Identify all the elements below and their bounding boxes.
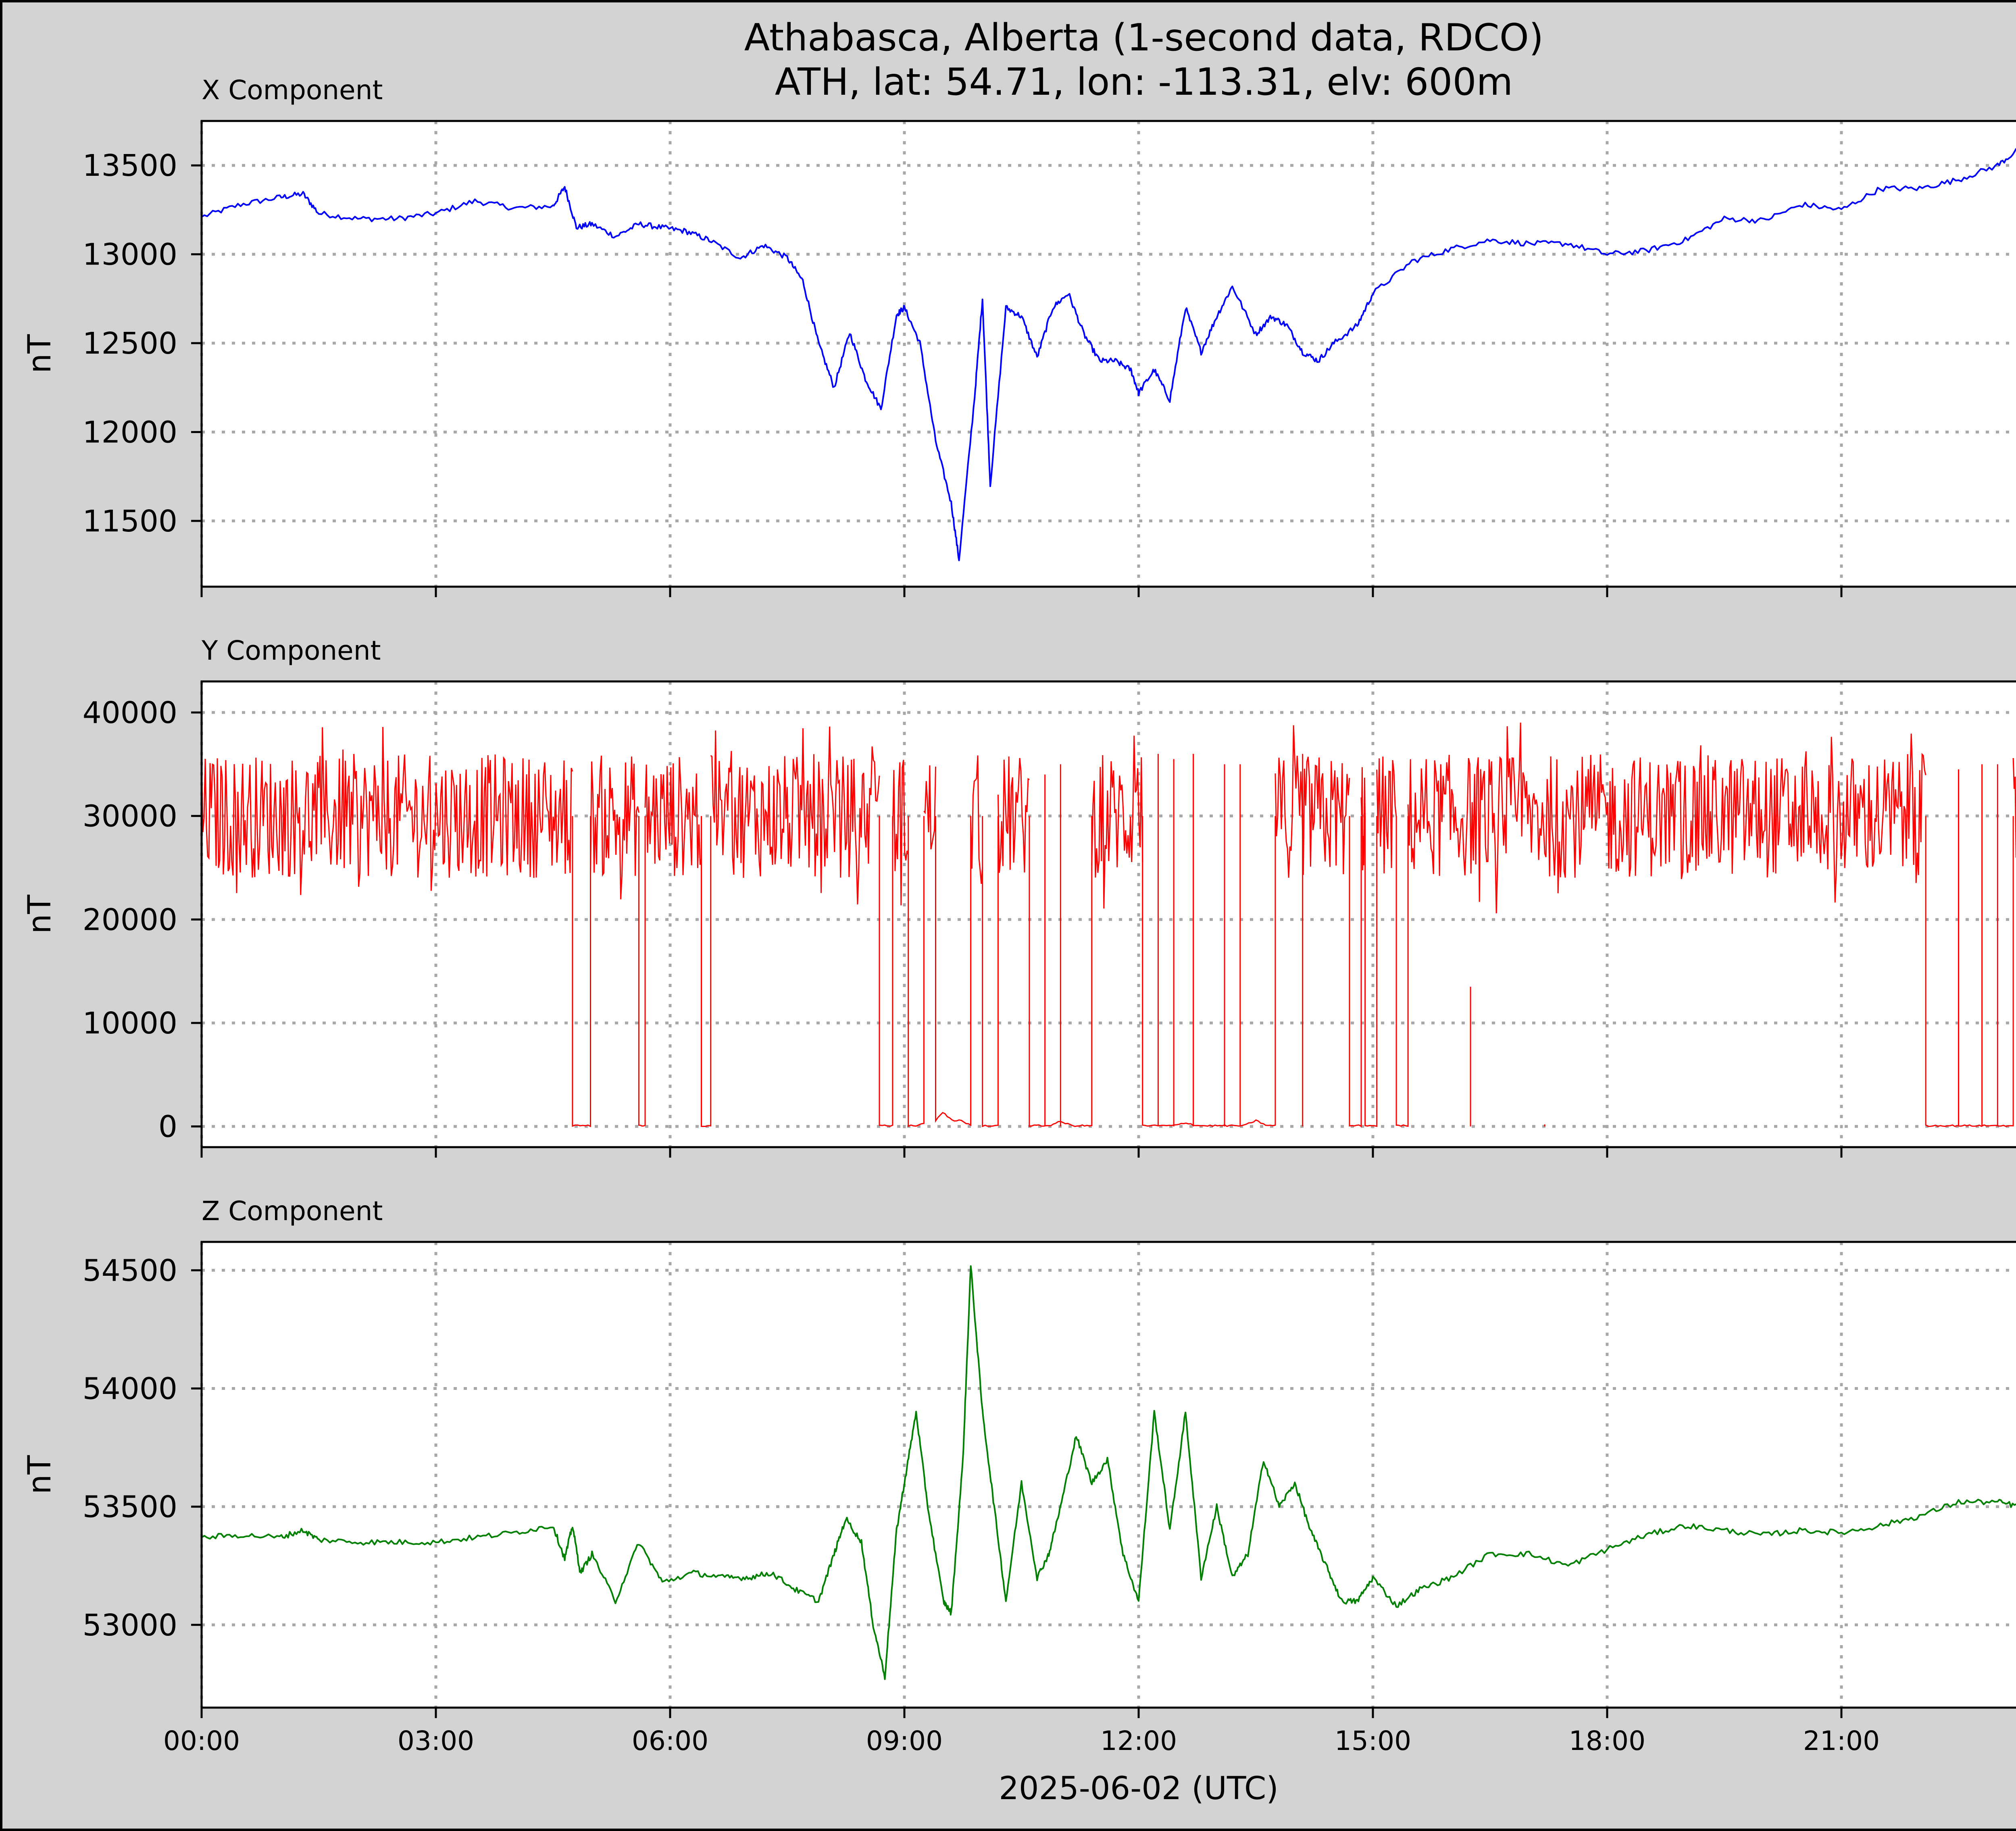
y-component-active-segment-5 — [923, 765, 936, 850]
y-component-active-segment-6 — [970, 755, 983, 884]
y-component-dropout-segment-8 — [1142, 816, 1276, 1127]
y-component-active-segment-9 — [1275, 725, 1350, 878]
y-component-active-segment-8 — [1091, 735, 1143, 909]
y-component-active-segment-12 — [1407, 723, 1926, 914]
y-component-dropout-segment-1 — [638, 816, 646, 1127]
y-component-active-segment-4 — [892, 760, 909, 906]
y-component-ytick-label-2: 20000 — [83, 902, 177, 937]
y-component-active-segment-10 — [1360, 767, 1366, 871]
x-component-ytick-label-2: 12500 — [83, 326, 177, 361]
z-component-xtick-label-6: 18:00 — [1569, 1725, 1645, 1756]
x-component-title: X Component — [202, 75, 383, 106]
x-component-ytick-label-1: 12000 — [83, 415, 177, 450]
x-axis-label: 2025-06-02 (UTC) — [999, 1771, 1279, 1807]
z-component-plot-area — [202, 1242, 2016, 1708]
y-component-active-segment-13 — [2012, 758, 2016, 858]
z-component-xtick-label-5: 15:00 — [1335, 1725, 1411, 1756]
y-component-active-segment-7 — [997, 756, 1030, 873]
y-component-ytick-label-1: 10000 — [83, 1006, 177, 1041]
y-component-dropout-segment-9 — [1349, 816, 1362, 1127]
z-component-xtick-label-4: 12:00 — [1100, 1725, 1177, 1756]
z-component-ytick-label-2: 54000 — [83, 1372, 177, 1406]
x-component-ytick-label-0: 11500 — [83, 504, 177, 539]
x-component-ytick-label-3: 13000 — [83, 237, 177, 272]
z-component-xtick-label-3: 09:00 — [866, 1725, 943, 1756]
y-component-ylabel: nT — [22, 895, 58, 934]
y-component-dropout-segment-10 — [1364, 816, 1378, 1127]
z-component-ytick-label-3: 54500 — [83, 1253, 177, 1288]
y-component-dropout-segment-4 — [908, 816, 925, 1127]
z-component-ylabel: nT — [22, 1455, 58, 1494]
x-component-ytick-label-4: 13500 — [83, 148, 177, 183]
x-component-plot-area — [202, 121, 2016, 587]
y-component-ytick-label-4: 40000 — [83, 696, 177, 730]
y-component-active-segment-1 — [590, 755, 639, 900]
y-component-dropout-segment-5 — [935, 816, 972, 1127]
y-component-dropout-segment-3 — [879, 816, 893, 1127]
z-component-xtick-label-2: 06:00 — [632, 1725, 708, 1756]
y-component-dropout-segment-2 — [701, 816, 712, 1127]
panel-x-component: 11500 12000 12500 13000 13500 X Component nT — [22, 75, 2016, 597]
z-component-xtick-label-1: 03:00 — [398, 1725, 474, 1756]
y-component-title: Y Component — [201, 635, 381, 666]
x-component-series-line — [201, 148, 2016, 561]
y-component-active-segment-0 — [201, 727, 573, 895]
figure-title-line2: ATH, lat: 54.71, lon: -113.31, elv: 600m — [775, 60, 1513, 104]
z-component-xtick-label-0: 00:00 — [163, 1725, 240, 1756]
z-component-ytick-label-0: 53000 — [83, 1608, 177, 1643]
y-component-dropout-segment-12 — [1925, 816, 2014, 1127]
z-component-xtick-label-7: 21:00 — [1803, 1725, 1880, 1756]
y-component-active-segment-2 — [644, 757, 702, 876]
y-component-dropout-segment-11 — [1395, 816, 1409, 1127]
y-component-active-segment-11 — [1376, 756, 1397, 874]
z-component-series-line — [201, 1265, 2016, 1680]
figure-title-line1: Athabasca, Alberta (1-second data, RDCO) — [744, 16, 1544, 59]
y-component-ytick-label-3: 30000 — [83, 799, 177, 834]
panel-z-component: 00:00 03:00 06:00 09:00 12:00 15:00 18:00 21:00… — [22, 1196, 2016, 1756]
y-component-dropout-segment-6 — [982, 816, 999, 1127]
y-component-active-segment-3 — [710, 726, 880, 904]
z-component-ytick-label-1: 53500 — [83, 1490, 177, 1525]
y-component-ytick-label-0: 0 — [158, 1110, 177, 1144]
y-component-plot-area — [202, 681, 2016, 1147]
z-component-title: Z Component — [202, 1196, 383, 1227]
panel-y-component: 0 10000 20000 30000 40000 Y Component nT — [22, 635, 2016, 1158]
y-component-dropout-segment-0 — [572, 816, 591, 1127]
x-component-ylabel: nT — [22, 334, 58, 373]
